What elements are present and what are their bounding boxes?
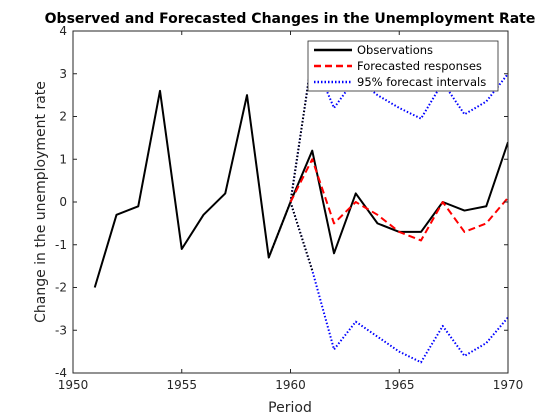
y-tick-label: 4 (59, 24, 67, 38)
series-line-5 (289, 201, 314, 271)
y-axis-label: Change in the unemployment rate (33, 81, 49, 323)
chart-title: Observed and Forecasted Changes in the U… (45, 11, 536, 27)
series-layer (93, 55, 508, 364)
x-tick-label: 1950 (58, 378, 89, 392)
x-tick-label: 1955 (166, 378, 197, 392)
series-line-0 (93, 89, 508, 288)
y-tick-label: 3 (59, 67, 67, 81)
legend-label-intervals: 95% forecast intervals (357, 75, 486, 89)
series-line-3 (289, 201, 508, 364)
x-tick-label: 1970 (493, 378, 524, 392)
y-tick-label: -3 (55, 323, 67, 337)
y-tick-label: 1 (59, 152, 67, 166)
legend-label-observations: Observations (357, 43, 433, 57)
series-line-1 (289, 158, 508, 242)
x-tick-label: 1960 (275, 378, 306, 392)
y-tick-label: -2 (55, 281, 67, 295)
series-line-2 (289, 55, 508, 203)
legend-label-forecast: Forecasted responses (357, 59, 482, 73)
x-tick-label: 1965 (384, 378, 415, 392)
legend: Observations Forecasted responses 95% fo… (307, 40, 499, 92)
tick-layer: 1950 1955 1960 1965 1970 -4 -3 -2 -1 0 1 2 3 4 (55, 24, 523, 392)
y-tick-label: 0 (59, 195, 67, 209)
y-tick-label: -4 (55, 366, 67, 380)
y-tick-label: -1 (55, 238, 67, 252)
x-axis-label: Period (268, 400, 312, 416)
y-tick-label: 2 (59, 110, 67, 124)
